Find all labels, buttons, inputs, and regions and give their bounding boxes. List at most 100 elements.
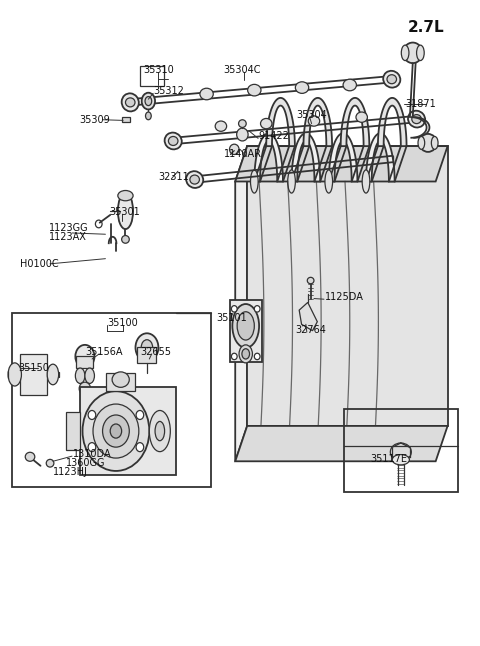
Ellipse shape: [149, 410, 170, 452]
Polygon shape: [329, 133, 358, 182]
Ellipse shape: [362, 170, 370, 193]
Ellipse shape: [254, 353, 260, 360]
Ellipse shape: [168, 136, 178, 145]
Text: H0100C: H0100C: [21, 259, 59, 269]
Bar: [80, 388, 176, 475]
Ellipse shape: [254, 306, 260, 312]
Text: 35309: 35309: [80, 115, 110, 125]
Ellipse shape: [46, 459, 54, 467]
Text: 32764: 32764: [295, 325, 326, 335]
Ellipse shape: [88, 443, 96, 452]
Ellipse shape: [165, 132, 182, 149]
Ellipse shape: [200, 89, 213, 99]
Ellipse shape: [383, 71, 400, 88]
Bar: [107, 373, 135, 391]
Polygon shape: [366, 133, 395, 182]
Polygon shape: [254, 133, 283, 182]
Text: 91422: 91422: [258, 132, 289, 141]
Bar: [76, 357, 94, 368]
Ellipse shape: [231, 353, 237, 360]
Ellipse shape: [125, 98, 135, 107]
Ellipse shape: [232, 304, 259, 348]
Polygon shape: [266, 98, 295, 146]
Ellipse shape: [251, 170, 258, 193]
Text: 35304C: 35304C: [224, 65, 261, 74]
Bar: [66, 412, 80, 450]
Polygon shape: [378, 98, 407, 146]
Polygon shape: [247, 146, 447, 426]
Ellipse shape: [239, 345, 252, 363]
Ellipse shape: [288, 170, 295, 193]
Ellipse shape: [85, 368, 95, 384]
Text: 1140AR: 1140AR: [224, 149, 262, 160]
Ellipse shape: [237, 128, 248, 141]
Ellipse shape: [420, 134, 437, 152]
Ellipse shape: [112, 372, 129, 388]
Ellipse shape: [190, 175, 199, 184]
Ellipse shape: [392, 455, 409, 465]
Ellipse shape: [325, 170, 333, 193]
Ellipse shape: [75, 368, 85, 384]
Ellipse shape: [343, 79, 357, 91]
Ellipse shape: [432, 136, 438, 149]
Ellipse shape: [110, 424, 121, 438]
Text: 35304: 35304: [296, 110, 327, 120]
Text: 35117E: 35117E: [370, 454, 408, 464]
Bar: [12, 313, 211, 487]
Ellipse shape: [93, 404, 139, 458]
Polygon shape: [341, 98, 369, 146]
Ellipse shape: [25, 452, 35, 461]
Ellipse shape: [121, 94, 139, 111]
Ellipse shape: [88, 410, 96, 419]
Ellipse shape: [103, 415, 129, 447]
Ellipse shape: [387, 75, 396, 84]
Text: 35301: 35301: [109, 207, 140, 216]
Ellipse shape: [239, 120, 246, 127]
Ellipse shape: [145, 97, 152, 105]
Ellipse shape: [121, 236, 129, 244]
Ellipse shape: [145, 112, 151, 120]
Polygon shape: [291, 133, 320, 182]
Ellipse shape: [231, 306, 237, 312]
Ellipse shape: [237, 312, 254, 340]
Text: 35100: 35100: [108, 318, 138, 328]
Polygon shape: [303, 98, 332, 146]
Ellipse shape: [401, 45, 409, 61]
Text: 1310DA: 1310DA: [73, 449, 111, 459]
Polygon shape: [235, 146, 447, 182]
Ellipse shape: [118, 193, 133, 229]
Ellipse shape: [295, 82, 309, 94]
Ellipse shape: [215, 121, 227, 131]
Bar: [21, 354, 47, 395]
Ellipse shape: [186, 171, 203, 188]
Ellipse shape: [242, 349, 250, 359]
Text: 35101: 35101: [216, 313, 247, 324]
Text: 1125DA: 1125DA: [325, 292, 364, 302]
Ellipse shape: [229, 144, 239, 154]
Ellipse shape: [248, 85, 261, 96]
Ellipse shape: [79, 382, 91, 395]
Bar: [137, 348, 156, 363]
Polygon shape: [299, 302, 317, 331]
Ellipse shape: [83, 391, 149, 471]
Bar: [229, 300, 262, 362]
Ellipse shape: [136, 443, 144, 452]
Ellipse shape: [356, 112, 367, 122]
Bar: [122, 117, 130, 122]
Text: 1123AX: 1123AX: [49, 233, 87, 242]
Ellipse shape: [75, 345, 95, 368]
Text: 32311: 32311: [158, 172, 189, 182]
Bar: [140, 66, 164, 87]
Text: 35150: 35150: [19, 363, 49, 373]
Ellipse shape: [418, 136, 425, 149]
Bar: [344, 409, 457, 492]
Polygon shape: [235, 146, 247, 461]
Text: 1360GG: 1360GG: [66, 458, 106, 468]
Ellipse shape: [308, 116, 320, 126]
Polygon shape: [235, 426, 447, 461]
Ellipse shape: [118, 191, 133, 201]
Ellipse shape: [261, 118, 272, 129]
Ellipse shape: [307, 277, 314, 284]
Ellipse shape: [417, 45, 424, 61]
Ellipse shape: [8, 363, 22, 386]
